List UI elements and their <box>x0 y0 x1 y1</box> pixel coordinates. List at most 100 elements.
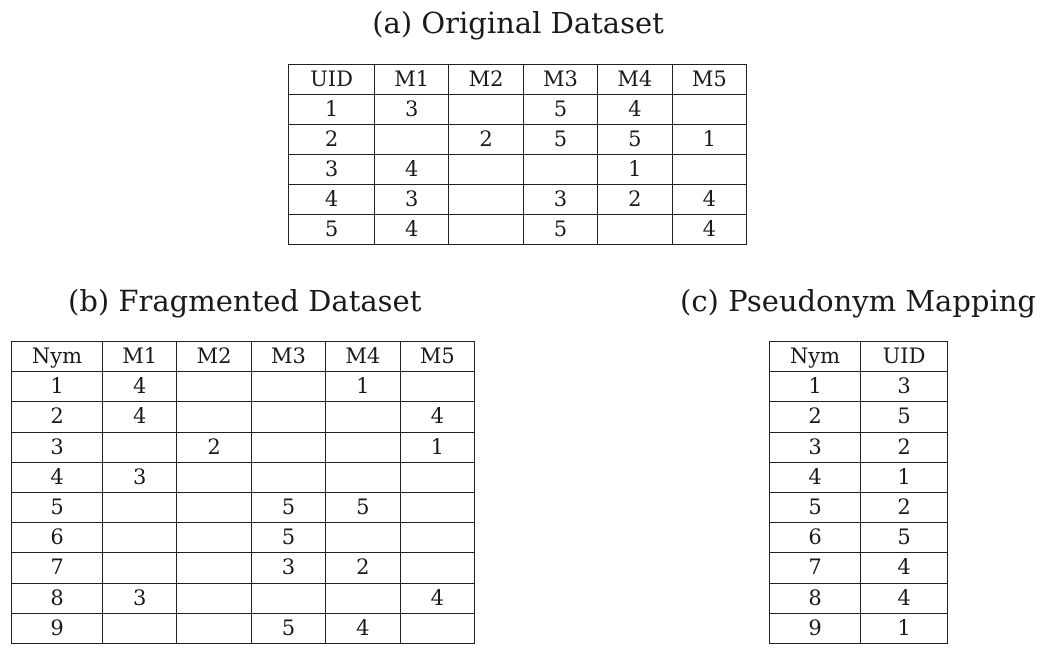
table-cell: 2 <box>597 184 673 215</box>
table-cell: 1 <box>597 154 673 185</box>
table-cell: 9 <box>11 612 103 644</box>
table-cell <box>101 522 178 554</box>
table-cell: 5 <box>522 124 599 155</box>
table-cell <box>399 491 475 524</box>
table-cell: 5 <box>250 491 327 524</box>
table-cell: 8 <box>11 582 103 614</box>
table-cell <box>671 94 747 125</box>
table-cell <box>250 431 327 463</box>
table-cell <box>176 612 252 644</box>
table-cell: 4 <box>101 371 178 403</box>
table-cell <box>250 582 327 614</box>
table-cell: 2 <box>860 491 948 524</box>
column-header: M1 <box>101 340 178 373</box>
table-cell: 1 <box>11 371 103 403</box>
table-cell <box>448 154 524 185</box>
table-cell: 5 <box>11 491 103 524</box>
table-cell: 1 <box>325 371 401 403</box>
table-cell: 5 <box>522 94 599 125</box>
table-cell: 2 <box>860 431 948 463</box>
table-cell <box>325 461 401 493</box>
table-cell <box>399 522 475 554</box>
table-cell <box>522 154 599 185</box>
table-cell: 2 <box>176 431 252 463</box>
table-cell: 4 <box>325 612 401 644</box>
table-cell: 4 <box>399 401 475 433</box>
table-cell <box>399 612 475 644</box>
table-cell: 3 <box>101 461 178 493</box>
caption-fragmented-dataset: (b) Fragmented Dataset <box>68 284 422 318</box>
column-header: M4 <box>325 340 401 373</box>
table-cell <box>399 371 475 403</box>
table-cell: 3 <box>769 431 861 463</box>
table-cell <box>176 461 252 493</box>
table-cell: 4 <box>860 552 948 584</box>
table-cell: 4 <box>597 94 673 125</box>
column-header: M2 <box>448 64 524 95</box>
table-cell <box>671 154 747 185</box>
table-cell: 2 <box>11 401 103 433</box>
table-cell: 4 <box>101 401 178 433</box>
table-cell: 2 <box>769 401 861 433</box>
table-cell <box>399 461 475 493</box>
table-cell: 5 <box>860 522 948 554</box>
table-cell <box>176 401 252 433</box>
table-cell <box>176 552 252 584</box>
table-cell: 3 <box>101 582 178 614</box>
table-cell: 1 <box>860 612 948 644</box>
table-cell <box>101 491 178 524</box>
header-row: Nym M1 M2 M3 M4 M5 <box>11 340 475 373</box>
table-cell: 5 <box>250 612 327 644</box>
table-cell <box>176 491 252 524</box>
table-cell: 3 <box>288 154 375 185</box>
table-cell: 3 <box>250 552 327 584</box>
table-row: 3 2 1 <box>11 431 475 463</box>
table-cell <box>176 371 252 403</box>
table-cell: 3 <box>860 371 948 403</box>
table-cell: 5 <box>597 124 673 155</box>
table-cell: 4 <box>288 184 375 215</box>
column-header: UID <box>860 340 948 373</box>
table-cell: 7 <box>769 552 861 584</box>
column-header: M5 <box>399 340 475 373</box>
table-cell: 4 <box>11 461 103 493</box>
table-cell: 4 <box>860 582 948 614</box>
column-header: M3 <box>250 340 327 373</box>
table-cell <box>101 431 178 463</box>
table-cell <box>448 214 524 245</box>
table-cell: 8 <box>769 582 861 614</box>
column-header: UID <box>288 64 375 95</box>
table-cell <box>448 94 524 125</box>
table-cell: 4 <box>373 154 450 185</box>
table-cell: 6 <box>11 522 103 554</box>
table-cell: 5 <box>769 491 861 524</box>
table-cell <box>325 401 401 433</box>
column-header: Nym <box>11 340 103 373</box>
column-header: M3 <box>522 64 599 95</box>
column-header: M4 <box>597 64 673 95</box>
table-cell <box>325 431 401 463</box>
table-cell: 1 <box>769 371 861 403</box>
header-row: Nym UID <box>769 340 948 373</box>
table-cell: 3 <box>373 94 450 125</box>
table-cell: 4 <box>373 214 450 245</box>
table-cell <box>250 371 327 403</box>
